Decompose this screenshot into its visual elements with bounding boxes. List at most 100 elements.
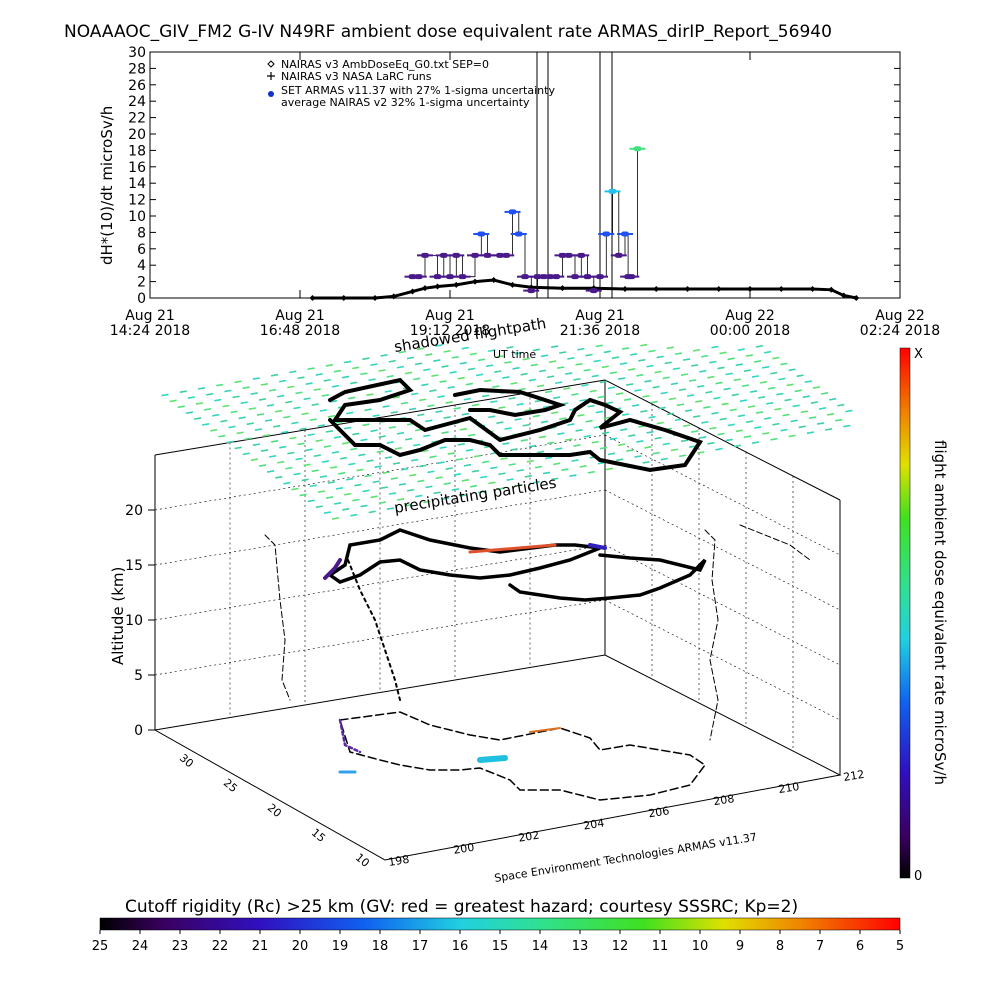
- particle-mark: [707, 441, 715, 445]
- z-tick-label: 20: [125, 503, 143, 519]
- particle-mark: [735, 429, 743, 433]
- flightpath-3d-plot: shadowed flightpath precipitating partic…: [109, 314, 865, 885]
- particle-mark: [360, 504, 368, 508]
- particle-mark: [563, 387, 571, 390]
- particle-mark: [569, 474, 577, 477]
- particle-mark: [652, 385, 660, 389]
- particle-mark: [378, 501, 386, 505]
- particle-mark: [747, 405, 756, 408]
- particle-mark: [674, 418, 683, 422]
- particle-mark: [465, 448, 474, 452]
- particle-mark: [238, 416, 246, 420]
- particle-mark: [370, 495, 378, 499]
- particle-mark: [524, 474, 532, 478]
- particle-mark: [372, 480, 380, 484]
- particle-mark: [459, 361, 467, 365]
- particle-mark: [285, 466, 293, 470]
- nairas-point: [778, 285, 785, 292]
- particle-mark: [607, 452, 616, 456]
- particle-mark: [212, 413, 220, 417]
- particle-mark: [579, 398, 587, 402]
- cutoff-tick-label: 18: [372, 939, 389, 954]
- particle-mark: [691, 430, 699, 433]
- cutoff-tick-label: 11: [652, 939, 669, 954]
- ground-dose-track: [477, 755, 508, 763]
- particle-mark: [618, 443, 626, 447]
- particle-mark: [264, 418, 273, 422]
- particle-mark: [220, 419, 228, 423]
- particle-mark: [482, 394, 490, 398]
- particle-mark: [331, 450, 340, 454]
- particle-mark: [664, 361, 672, 365]
- lat-tick-label: 15: [309, 826, 328, 845]
- particle-mark: [741, 384, 750, 388]
- ground-dose-track: [338, 718, 362, 754]
- particle-mark: [642, 460, 650, 464]
- particle-mark: [285, 400, 293, 404]
- y-tick-label: 26: [128, 78, 146, 94]
- cutoff-tick-label: 7: [816, 939, 824, 954]
- particle-mark: [413, 443, 421, 447]
- lon-tick-label: 198: [387, 853, 410, 869]
- upper-flight-track-segment: [453, 387, 567, 418]
- nairas-point: [409, 288, 416, 295]
- legend-item: NAIRAS v3 NASA LaRC runs: [267, 70, 432, 83]
- particle-mark: [571, 393, 579, 396]
- particle-mark: [504, 361, 512, 364]
- y-tick-label: 10: [128, 209, 146, 225]
- x-tick-label: Aug 21: [275, 308, 325, 324]
- particle-mark: [258, 464, 267, 467]
- particle-mark: [417, 479, 425, 483]
- particle-mark: [252, 443, 261, 447]
- particle-mark: [725, 438, 733, 442]
- particle-mark: [412, 377, 421, 381]
- nairas-point: [809, 285, 816, 292]
- nairas-point: [840, 292, 847, 299]
- y-tick-label: 2: [137, 275, 146, 291]
- diamond-marker-icon: [267, 60, 275, 68]
- particle-mark: [311, 469, 319, 473]
- particle-mark: [299, 493, 307, 497]
- particle-mark: [214, 398, 222, 402]
- nairas-point: [653, 285, 660, 292]
- nairas-point: [309, 295, 316, 301]
- particle-mark: [670, 382, 678, 386]
- particle-mark: [492, 385, 500, 389]
- dose-colorbar-label: flight ambient dose equivalent rate micr…: [931, 440, 949, 785]
- y-tick-label: 0: [137, 291, 146, 307]
- particle-mark: [346, 477, 354, 481]
- particle-mark: [342, 441, 350, 445]
- particle-mark: [350, 381, 358, 385]
- particle-mark: [711, 345, 719, 349]
- y-tick-label: 16: [128, 160, 146, 176]
- particle-mark: [356, 468, 364, 472]
- particle-mark: [827, 412, 835, 416]
- lon-tick-label: 202: [517, 829, 540, 845]
- grid-line: [604, 544, 841, 666]
- y-tick-label: 22: [128, 111, 146, 127]
- particle-mark: [252, 377, 260, 380]
- particle-mark: [445, 401, 453, 404]
- particle-mark: [845, 409, 853, 413]
- particle-mark: [751, 441, 760, 444]
- particle-mark: [368, 378, 376, 382]
- particle-mark: [262, 434, 271, 437]
- particle-mark: [587, 470, 595, 474]
- x-tick-label: 00:00 2018: [710, 323, 790, 339]
- particle-mark: [579, 465, 587, 468]
- particle-mark: [820, 391, 829, 395]
- particle-mark: [268, 454, 277, 458]
- y-tick-label: 12: [128, 193, 146, 209]
- particle-mark: [603, 350, 611, 354]
- particle-mark: [459, 493, 468, 497]
- particle-mark: [423, 368, 431, 372]
- particle-mark: [812, 386, 821, 389]
- particle-mark: [234, 446, 242, 450]
- x-tick-label: Aug 22: [725, 308, 775, 324]
- particle-mark: [829, 397, 837, 401]
- particle-mark: [319, 409, 327, 412]
- particle-mark: [601, 431, 610, 435]
- particle-mark: [532, 480, 541, 484]
- particle-mark: [161, 393, 169, 397]
- particle-mark: [555, 381, 563, 385]
